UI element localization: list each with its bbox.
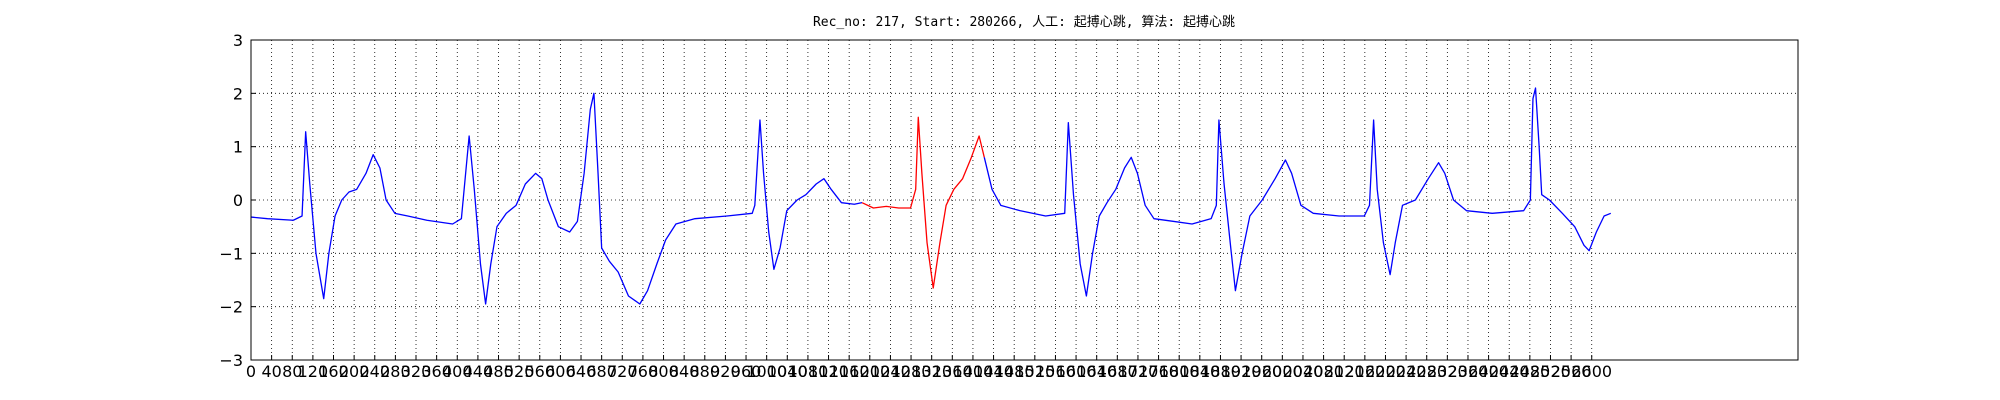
x-tick-label: 40	[261, 362, 281, 381]
x-tick-label: 320	[401, 362, 432, 381]
x-tick-label: 760	[628, 362, 659, 381]
x-tick-label: 2480	[1509, 362, 1550, 381]
x-tick-label: 1760	[1138, 362, 1179, 381]
x-tick-label: 360	[421, 362, 452, 381]
x-tick-label: 1480	[994, 362, 1035, 381]
x-tick-label: 160	[318, 362, 349, 381]
y-tick-label: 2	[233, 84, 243, 103]
x-tick-label: 920	[710, 362, 741, 381]
x-tick-label: 2600	[1571, 362, 1612, 381]
x-tick-label: 720	[607, 362, 638, 381]
x-tick-label: 2360	[1448, 362, 1489, 381]
x-tick-label: 1920	[1221, 362, 1262, 381]
x-tick-label: 400	[442, 362, 473, 381]
ecg-line	[983, 87, 1612, 297]
x-tick-label: 1200	[849, 362, 890, 381]
x-tick-label: 1600	[1056, 362, 1097, 381]
x-tick-label: 1040	[767, 362, 808, 381]
y-tick-label: 1	[233, 138, 243, 157]
x-tick-label: 2000	[1262, 362, 1303, 381]
x-tick-label: 1800	[1159, 362, 1200, 381]
x-tick-label: 600	[545, 362, 576, 381]
x-tick-label: 640	[566, 362, 597, 381]
x-tick-label: 1680	[1097, 362, 1138, 381]
x-tick-label: 1840	[1179, 362, 1220, 381]
x-tick-label: 1280	[891, 362, 932, 381]
x-tick-label: 1400	[953, 362, 994, 381]
x-tick-label: 120	[298, 362, 329, 381]
x-tick-label: 2160	[1344, 362, 1385, 381]
y-tick-label: −1	[219, 244, 243, 263]
x-tick-label: 240	[359, 362, 390, 381]
x-tick-label: 1160	[829, 362, 870, 381]
x-tick-label: 680	[586, 362, 617, 381]
x-tick-label: 440	[463, 362, 494, 381]
x-tick-label: 2280	[1406, 362, 1447, 381]
x-tick-label: 840	[669, 362, 700, 381]
x-tick-label: 1000	[746, 362, 787, 381]
x-tick-label: 880	[690, 362, 721, 381]
x-tick-label: 1640	[1076, 362, 1117, 381]
x-tick-label: 1720	[1118, 362, 1159, 381]
x-tick-label: 560	[524, 362, 555, 381]
x-tick-label: 1360	[932, 362, 973, 381]
x-tick-label: 80	[282, 362, 302, 381]
ecg-line	[250, 92, 863, 305]
x-tick-label: 200	[339, 362, 370, 381]
chart-title: Rec_no: 217, Start: 280266, 人工: 起搏心跳, 算法…	[813, 14, 1235, 30]
x-tick-label: 0	[246, 362, 256, 381]
x-tick-label: 1080	[788, 362, 829, 381]
x-tick-label: 2440	[1489, 362, 1530, 381]
plot-frame	[250, 39, 1799, 361]
x-tick-label: 2520	[1530, 362, 1571, 381]
x-tick-label: 960	[731, 362, 762, 381]
x-tick-label: 2240	[1386, 362, 1427, 381]
x-tick-label: 280	[380, 362, 411, 381]
x-tick-label: 1880	[1200, 362, 1241, 381]
x-tick-label: 2200	[1365, 362, 1406, 381]
x-tick-label: 800	[648, 362, 679, 381]
x-tick-label: 2320	[1427, 362, 1468, 381]
x-tick-label: 2120	[1324, 362, 1365, 381]
x-tick-label: 2560	[1551, 362, 1592, 381]
x-tick-label: 2040	[1283, 362, 1324, 381]
x-tick-label: 2400	[1468, 362, 1509, 381]
x-tick-label: 1240	[870, 362, 911, 381]
y-tick-label: 3	[233, 31, 243, 50]
x-tick-label: 1560	[1035, 362, 1076, 381]
x-tick-label: 1520	[1014, 362, 1055, 381]
x-tick-label: 2080	[1303, 362, 1344, 381]
x-tick-label: 1320	[911, 362, 952, 381]
ecg-line	[861, 116, 985, 289]
y-tick-label: 0	[233, 191, 243, 210]
x-tick-label: 1440	[973, 362, 1014, 381]
x-tick-label: 1120	[808, 362, 849, 381]
x-tick-label: 1960	[1241, 362, 1282, 381]
y-tick-label: −2	[219, 298, 243, 317]
x-tick-label: 480	[483, 362, 514, 381]
x-tick-label: 520	[504, 362, 535, 381]
y-tick-label: −3	[219, 351, 243, 370]
